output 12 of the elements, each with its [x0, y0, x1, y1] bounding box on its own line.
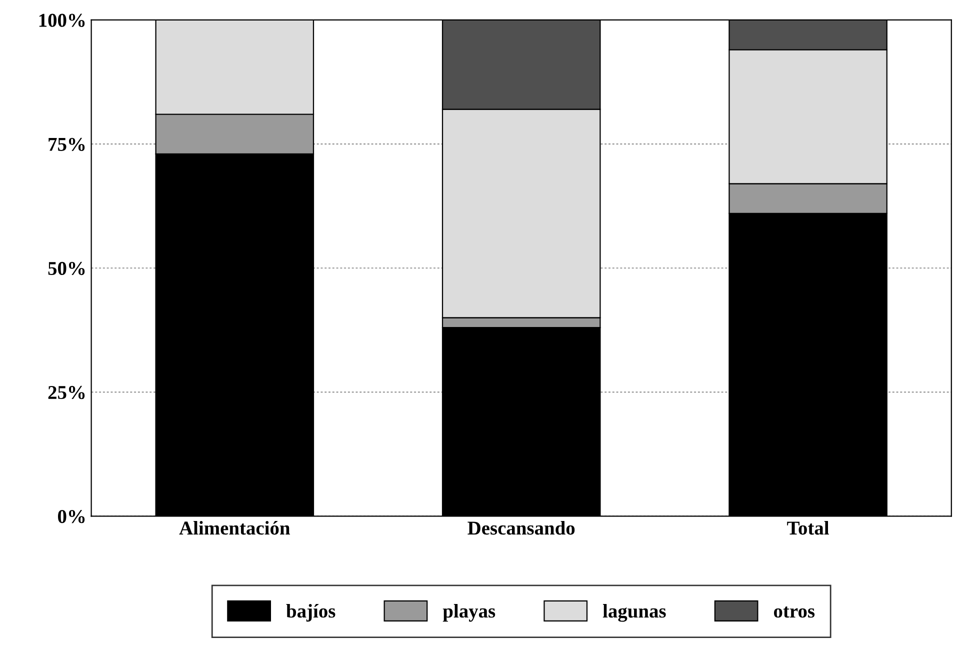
legend-label: otros — [774, 606, 815, 618]
y-tick-label: 0% — [58, 510, 85, 524]
y-tick-label: 25% — [48, 386, 85, 400]
y-tick-label: 75% — [48, 138, 85, 152]
legend-label: bajíos — [286, 604, 336, 622]
legend-label: lagunas — [602, 604, 666, 622]
legend-label: playas — [442, 604, 496, 622]
x-tick-label: Total — [787, 521, 829, 535]
x-tick-label: Descansando — [468, 521, 575, 535]
y-tick-label: 100% — [39, 14, 85, 27]
y-tick-label: 50% — [48, 262, 85, 276]
x-tick-label: Alimentación — [179, 520, 290, 535]
